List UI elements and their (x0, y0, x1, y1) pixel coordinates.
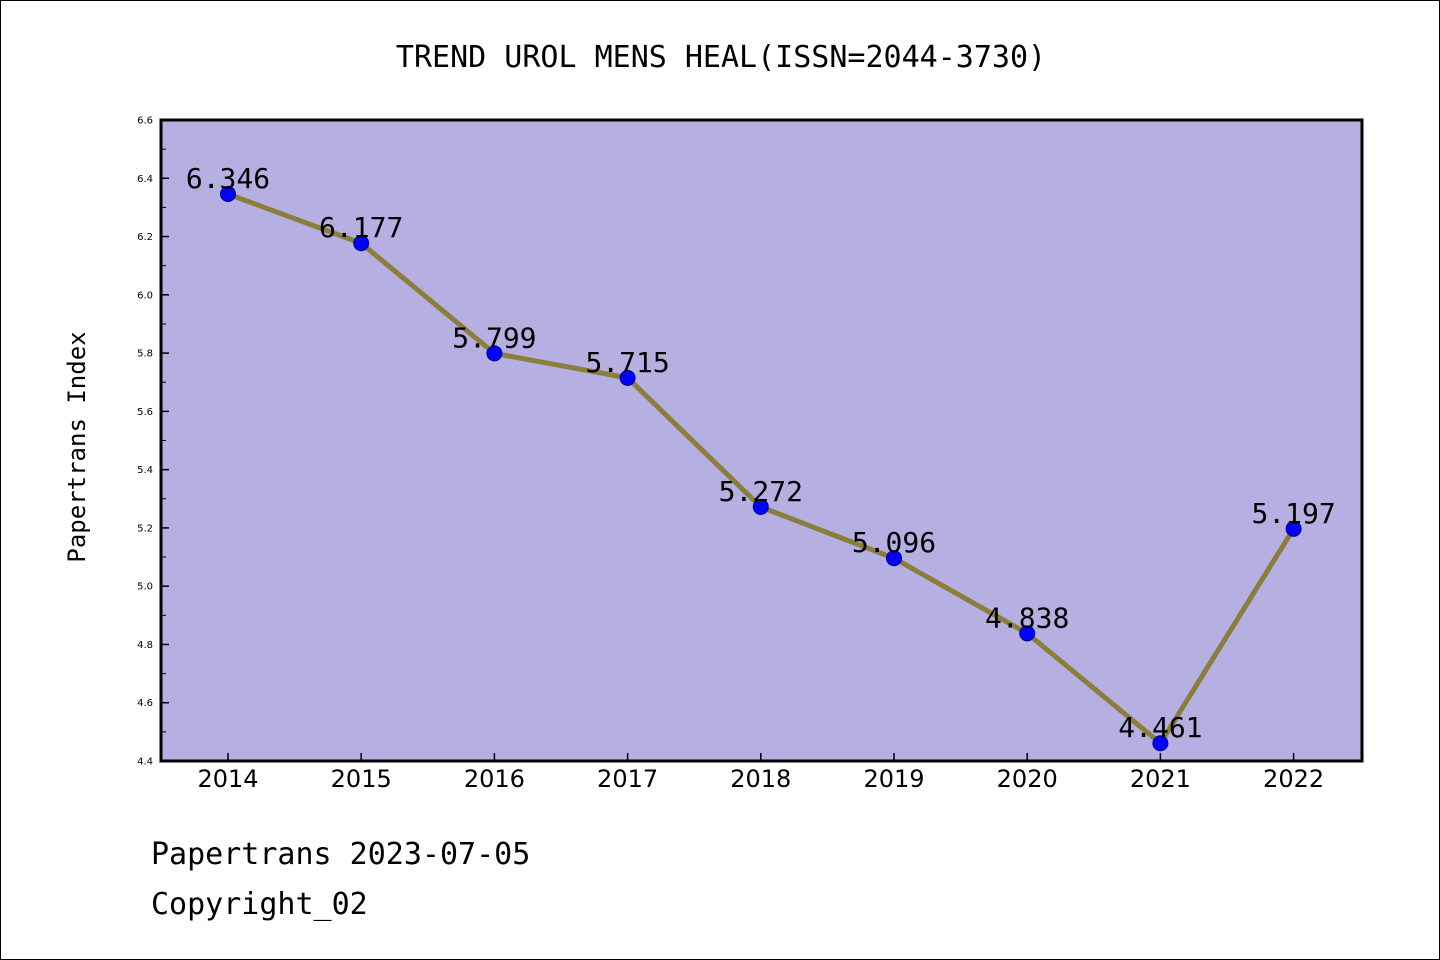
data-label: 5.799 (452, 321, 536, 354)
data-label: 4.838 (985, 601, 1069, 634)
footer-copyright: Copyright_02 (151, 887, 368, 922)
x-tick-label: 2019 (863, 765, 924, 793)
data-point (1019, 625, 1036, 642)
y-axis: 4.4 4.6 4.8 5.0 5.2 5.4 5.6 5.8 6.0 6.2 6.4 6.6 (137, 116, 169, 768)
data-point (1285, 520, 1302, 537)
y-tick-label: 4.4 (137, 757, 153, 768)
x-tick-label: 2017 (597, 765, 658, 793)
y-tick-label: 6.4 (137, 174, 153, 185)
data-point (353, 235, 370, 252)
x-tick-label: 2021 (1130, 765, 1191, 793)
x-tick-label: 2014 (197, 765, 258, 793)
series-layer: 6.346 6.177 5.799 5.715 5.272 5.096 4.838 4.461… (186, 162, 1336, 752)
y-tick-label: 5.6 (137, 407, 153, 418)
data-label: 5.197 (1251, 497, 1335, 530)
x-tick-label: 2018 (730, 765, 791, 793)
data-label: 6.346 (186, 162, 270, 195)
y-tick-label: 5.0 (137, 582, 153, 593)
data-label: 5.096 (852, 526, 936, 559)
y-axis-label: Papertrans Index (63, 331, 91, 562)
y-tick-label: 5.2 (137, 523, 153, 534)
data-point (1152, 735, 1169, 752)
data-point (220, 186, 236, 203)
data-point (486, 345, 503, 362)
data-label: 4.461 (1118, 711, 1202, 744)
y-tick-label: 6.2 (137, 232, 153, 243)
y-tick-label: 4.8 (137, 640, 153, 651)
data-label: 5.715 (585, 346, 669, 379)
data-point (619, 369, 636, 386)
y-tick-label: 6.6 (137, 116, 153, 127)
y-tick-label: 6.0 (137, 290, 153, 301)
data-label: 6.177 (319, 211, 403, 244)
y-tick-label: 4.6 (137, 698, 153, 709)
x-tick-label: 2016 (464, 765, 525, 793)
x-axis: 2014 2015 2016 2017 2018 2019 2020 2021 2022 (197, 753, 1324, 793)
data-point (752, 498, 769, 515)
data-label: 5.272 (719, 475, 803, 508)
footer-date: Papertrans 2023-07-05 (151, 837, 531, 872)
x-tick-label: 2022 (1263, 765, 1324, 793)
x-tick-label: 2020 (997, 765, 1058, 793)
y-tick-label: 5.8 (137, 349, 153, 360)
plot-area (159, 118, 1364, 763)
y-tick-label: 5.4 (137, 465, 153, 476)
data-point (886, 550, 902, 567)
chart-title: TREND UROL MENS HEAL(ISSN=2044-3730) (396, 40, 1046, 75)
x-tick-label: 2015 (331, 765, 392, 793)
